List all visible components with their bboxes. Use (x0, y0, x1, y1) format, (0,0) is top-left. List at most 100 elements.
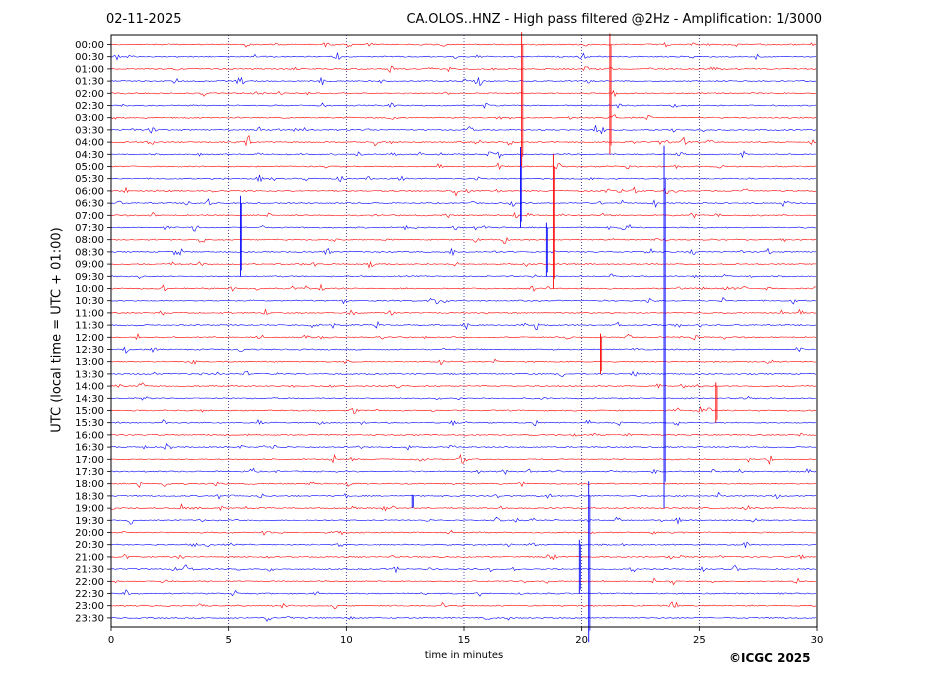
y-tick-label: 20:00 (75, 528, 104, 539)
chart-date: 02-11-2025 (106, 12, 182, 27)
trace-2030 (110, 541, 817, 549)
trace-2200 (110, 577, 816, 586)
trace-0830 (110, 247, 817, 257)
trace-2000 (110, 530, 817, 536)
trace-1130 (110, 320, 817, 331)
y-tick-label: 12:00 (75, 333, 104, 344)
trace-1330 (110, 370, 817, 377)
trace-1700 (110, 454, 816, 466)
trace-0430 (110, 150, 817, 159)
y-tick-label: 09:30 (75, 272, 104, 283)
y-tick-label: 03:00 (75, 113, 104, 124)
y-tick-label: 02:30 (75, 101, 104, 112)
y-tick-label: 09:00 (75, 260, 104, 271)
y-tick-label: 14:00 (75, 382, 104, 393)
trace-1930 (110, 516, 817, 525)
trace-1230 (110, 346, 817, 354)
trace-1800 (110, 481, 817, 489)
y-tick-label: 02:00 (75, 89, 104, 100)
y-tick-label: 23:00 (75, 601, 104, 612)
trace-0330 (110, 125, 817, 135)
x-tick-label: 0 (108, 635, 114, 646)
y-tick-label: 12:30 (75, 345, 104, 356)
trace-1100 (110, 308, 816, 316)
y-tick-label: 13:00 (75, 357, 104, 368)
y-tick-label: 15:00 (75, 406, 104, 417)
y-tick-label: 01:00 (75, 64, 104, 75)
y-tick-label: 13:30 (75, 369, 104, 380)
y-tick-label: 22:00 (75, 577, 104, 588)
copyright-text: ©ICGC 2025 (729, 651, 811, 665)
y-tick-label: 16:30 (75, 443, 104, 454)
y-tick-label: 21:30 (75, 565, 104, 576)
y-tick-label: 07:30 (75, 223, 104, 234)
y-tick-label: 00:00 (75, 40, 104, 51)
x-tick-label: 15 (458, 635, 471, 646)
chart-title: CA.OLOS..HNZ - High pass filtered @2Hz -… (406, 12, 822, 27)
y-tick-label: 11:30 (75, 321, 104, 332)
y-tick-label: 22:30 (75, 589, 104, 600)
trace-1500 (110, 405, 817, 415)
trace-0600 (110, 186, 817, 197)
plot-frame (110, 34, 818, 628)
x-tick-label: 10 (340, 635, 353, 646)
trace-2130 (110, 564, 817, 574)
trace-0030 (110, 52, 817, 61)
y-tick-label: 17:30 (75, 467, 104, 478)
y-tick-label: 04:30 (75, 150, 104, 161)
y-tick-label: 21:00 (75, 552, 104, 563)
x-tick-label: 25 (693, 635, 706, 646)
trace-2300 (110, 601, 817, 609)
trace-0900 (110, 260, 817, 269)
trace-1030 (110, 296, 817, 305)
trace-2330 (110, 616, 817, 622)
trace-0800 (110, 237, 817, 244)
trace-0130 (110, 76, 817, 87)
trace-1600 (110, 432, 817, 437)
y-tick-label: 10:00 (75, 284, 104, 295)
trace-0700 (110, 211, 817, 219)
y-tick-label: 05:00 (75, 162, 104, 173)
trace-0100 (110, 65, 817, 74)
x-tick-label: 20 (575, 635, 588, 646)
y-tick-label: 15:30 (75, 418, 104, 429)
y-tick-label: 17:00 (75, 455, 104, 466)
y-tick-label: 18:30 (75, 491, 104, 502)
y-tick-label: 18:00 (75, 479, 104, 490)
trace-1530 (110, 419, 817, 427)
y-tick-label: 08:00 (75, 235, 104, 246)
y-tick-label: 16:00 (75, 430, 104, 441)
y-tick-label: 06:00 (75, 186, 104, 197)
y-tick-label: 11:00 (75, 308, 104, 319)
trace-1430 (110, 395, 816, 401)
y-tick-label: 10:30 (75, 296, 104, 307)
x-axis-label: time in minutes (424, 650, 504, 661)
trace-0930 (110, 273, 817, 280)
y-tick-label: 19:00 (75, 504, 104, 515)
y-tick-label: 00:30 (75, 52, 104, 63)
trace-2100 (110, 553, 817, 561)
trace-0530 (110, 174, 817, 183)
y-tick-label: 06:30 (75, 199, 104, 210)
x-tick-label: 5 (225, 635, 231, 646)
trace-0500 (110, 162, 817, 170)
y-tick-label: 03:30 (75, 125, 104, 136)
y-tick-label: 08:30 (75, 247, 104, 258)
y-tick-label: 07:00 (75, 211, 104, 222)
trace-1400 (110, 382, 817, 389)
trace-1900 (110, 503, 817, 512)
y-tick-label: 23:30 (75, 613, 104, 624)
trace-1630 (110, 443, 817, 451)
trace-0300 (110, 114, 817, 121)
trace-1730 (110, 467, 817, 475)
trace-0200 (110, 89, 817, 98)
y-tick-label: 04:00 (75, 138, 104, 149)
y-tick-label: 14:30 (75, 394, 104, 405)
y-tick-label: 01:30 (75, 77, 104, 88)
y-tick-label: 19:30 (75, 516, 104, 527)
trace-2230 (110, 589, 817, 597)
trace-0400 (110, 134, 817, 147)
trace-1000 (110, 283, 817, 292)
trace-1300 (110, 358, 817, 366)
